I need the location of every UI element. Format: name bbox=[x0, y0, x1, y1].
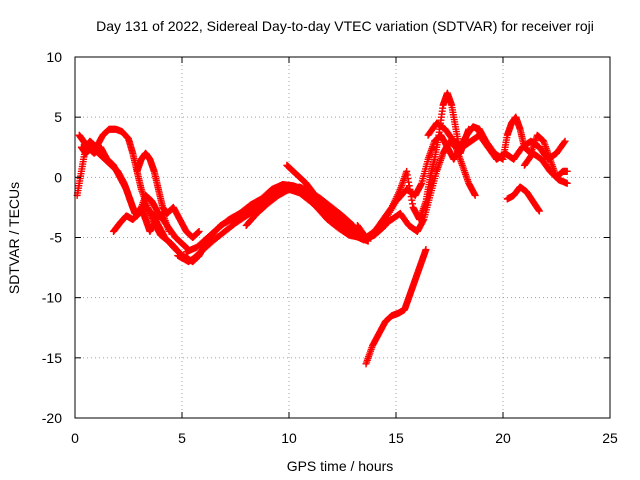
y-tick-label: -5 bbox=[50, 230, 63, 246]
x-tick-label: 25 bbox=[602, 430, 618, 446]
y-tick-label: 5 bbox=[54, 109, 62, 125]
x-tick-label: 0 bbox=[71, 430, 79, 446]
data-point bbox=[195, 227, 203, 235]
y-tick-label: 0 bbox=[54, 169, 62, 185]
data-point bbox=[563, 167, 571, 175]
grid-lines bbox=[75, 57, 610, 418]
y-tick-label: -20 bbox=[42, 410, 62, 426]
series-arc4 bbox=[110, 191, 192, 254]
series-arc16 bbox=[473, 113, 571, 181]
series-arc5 bbox=[133, 149, 203, 241]
series-arc10 bbox=[283, 161, 368, 239]
data-point bbox=[560, 138, 568, 146]
x-tick-label: 20 bbox=[495, 430, 511, 446]
data-point bbox=[535, 207, 543, 215]
series-arc12 bbox=[371, 89, 473, 235]
y-axis-title: SDTVAR / TECUs bbox=[6, 182, 22, 294]
x-tick-label: 15 bbox=[388, 430, 404, 446]
chart-title: Day 131 of 2022, Sidereal Day-to-day VTE… bbox=[96, 18, 594, 34]
data-point bbox=[563, 179, 571, 187]
y-tick-label: 10 bbox=[46, 49, 62, 65]
x-tick-label: 5 bbox=[178, 430, 186, 446]
y-tick-label: -10 bbox=[42, 290, 62, 306]
data-point bbox=[465, 125, 473, 133]
data-point bbox=[471, 191, 479, 199]
data-points bbox=[73, 89, 571, 368]
series-arc18 bbox=[520, 149, 571, 187]
x-tick-label: 10 bbox=[281, 430, 297, 446]
series-arc14 bbox=[362, 246, 430, 368]
x-axis-title: GPS time / hours bbox=[287, 458, 394, 474]
y-tick-label: -15 bbox=[42, 350, 62, 366]
axis-ticks: 0 5 10 15 20 25 -20 -15 -10 -5 0 5 10 bbox=[42, 49, 618, 446]
data-point bbox=[422, 246, 430, 254]
series-arc17 bbox=[503, 183, 543, 215]
data-point bbox=[561, 137, 569, 145]
